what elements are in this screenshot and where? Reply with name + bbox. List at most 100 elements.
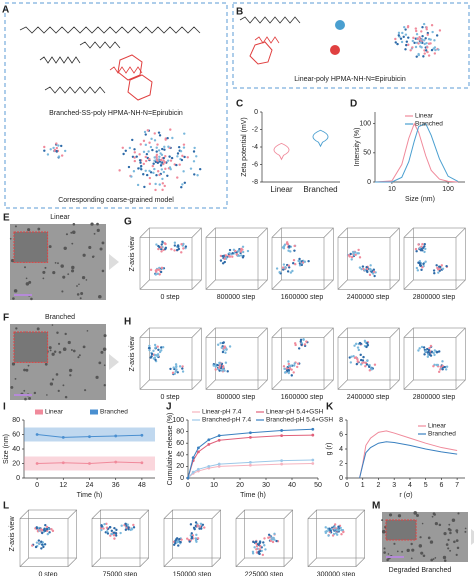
particle — [77, 356, 80, 359]
bead — [45, 525, 49, 529]
y-tick-label: 0 — [16, 475, 20, 482]
particle — [82, 253, 86, 257]
bead — [417, 349, 420, 352]
bead — [153, 139, 157, 142]
bead — [198, 167, 202, 171]
cube-edge — [139, 379, 150, 390]
cube-edge — [257, 227, 268, 238]
bead — [226, 370, 229, 373]
y-tick-label: 0 — [254, 109, 258, 116]
bead — [105, 526, 109, 529]
point — [217, 434, 221, 438]
bead — [139, 161, 142, 164]
bead — [57, 144, 60, 147]
inset — [13, 231, 49, 263]
particle — [102, 347, 107, 352]
bead — [182, 170, 185, 173]
particle — [25, 277, 28, 280]
particle — [68, 368, 73, 373]
bead — [422, 346, 426, 349]
bead — [358, 256, 362, 259]
bead — [356, 346, 360, 349]
particle — [410, 557, 413, 560]
particle — [420, 551, 424, 555]
y-tick-label: 80 — [176, 428, 184, 435]
step-label: 2400000 step — [347, 394, 390, 401]
bead — [52, 146, 55, 150]
bead — [258, 548, 262, 551]
inset — [385, 519, 417, 541]
bead — [435, 351, 439, 354]
bead — [411, 46, 414, 49]
molecule-bond — [254, 36, 280, 44]
bead — [425, 26, 428, 29]
bead — [137, 167, 140, 170]
bead — [227, 254, 230, 257]
particle — [406, 548, 410, 553]
bead — [441, 368, 444, 371]
particle — [88, 245, 92, 250]
legend-label: Branched-pH 7.4 — [202, 417, 252, 424]
particle — [411, 548, 415, 552]
bead — [287, 245, 291, 248]
series-line — [374, 122, 459, 183]
bead — [415, 55, 418, 58]
particle — [14, 225, 17, 228]
legend-label: Linear — [415, 113, 434, 120]
particle — [103, 364, 106, 367]
bead — [372, 268, 376, 271]
bead — [154, 353, 157, 357]
bead — [407, 36, 410, 39]
bead — [293, 362, 296, 365]
particle — [393, 542, 396, 545]
particle — [433, 513, 436, 516]
bead — [113, 537, 116, 540]
bead — [142, 162, 146, 166]
cube-face — [347, 227, 400, 281]
bead — [193, 146, 196, 150]
particle — [42, 270, 46, 274]
particle — [70, 349, 73, 351]
particle — [72, 349, 76, 353]
bead — [363, 339, 367, 343]
bead — [150, 137, 153, 141]
bead — [420, 38, 424, 41]
particle — [54, 262, 57, 264]
bead — [110, 532, 113, 536]
bead — [264, 548, 267, 551]
point — [88, 462, 91, 465]
cube-edge — [323, 379, 334, 390]
cube-edge — [139, 327, 150, 338]
particle — [56, 331, 59, 335]
cube-face — [347, 327, 400, 381]
bead — [145, 173, 149, 177]
bead — [175, 538, 178, 541]
bead — [424, 260, 427, 263]
bead — [255, 548, 258, 551]
particle — [25, 282, 30, 286]
particle — [67, 273, 70, 276]
point — [114, 434, 118, 438]
particle — [65, 233, 69, 236]
y-axis-label: Intensity (%) — [354, 128, 361, 167]
bead — [154, 269, 158, 272]
bead — [60, 154, 64, 157]
bead — [144, 133, 147, 136]
bead — [148, 176, 152, 180]
y-tick-label: 80 — [12, 417, 20, 424]
bead — [182, 247, 185, 250]
particle — [410, 542, 413, 546]
particle — [396, 550, 399, 553]
bead — [181, 154, 184, 158]
bead — [157, 131, 161, 134]
bead — [430, 23, 434, 27]
bead — [146, 129, 150, 132]
y-tick-label: 50 — [363, 150, 371, 157]
bead — [425, 28, 428, 31]
bead — [290, 374, 293, 377]
bead — [364, 365, 367, 368]
bead — [149, 171, 153, 174]
particle — [27, 228, 31, 232]
bead — [218, 369, 221, 372]
bead — [287, 368, 290, 372]
